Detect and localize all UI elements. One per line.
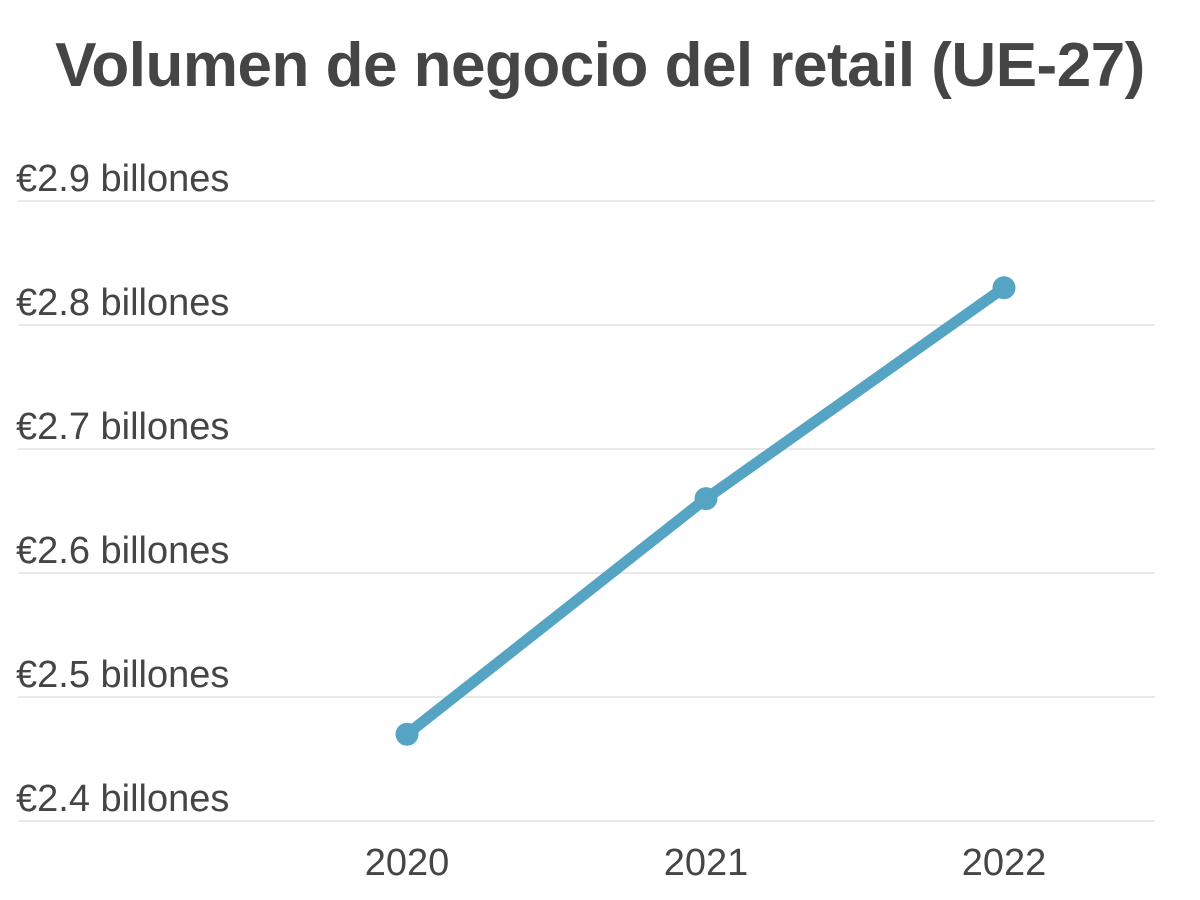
data-point-2020 (395, 722, 419, 746)
y-tick-label-3: €2.7 billones (16, 406, 229, 448)
series-layer (395, 276, 1016, 746)
data-point-2022 (992, 276, 1016, 300)
y-tick-label-4: €2.8 billones (16, 282, 229, 324)
chart-title: Volumen de negocio del retail (UE-27) (55, 31, 1145, 100)
x-axis-tick-labels: 2020 2021 2022 (365, 842, 1047, 884)
y-axis-tick-labels: €2.4 billones €2.5 billones €2.6 billones €… (16, 158, 229, 820)
y-tick-label-0: €2.4 billones (16, 778, 229, 820)
y-tick-label-1: €2.5 billones (16, 654, 229, 696)
x-tick-label-1: 2021 (664, 842, 749, 884)
data-point-2021 (694, 487, 718, 511)
grid-lines (18, 200, 1155, 822)
x-tick-label-0: 2020 (365, 842, 450, 884)
y-tick-label-2: €2.6 billones (16, 530, 229, 572)
series-line-0 (401, 282, 1010, 740)
y-tick-label-5: €2.9 billones (16, 158, 229, 200)
x-tick-label-2: 2022 (962, 842, 1047, 884)
